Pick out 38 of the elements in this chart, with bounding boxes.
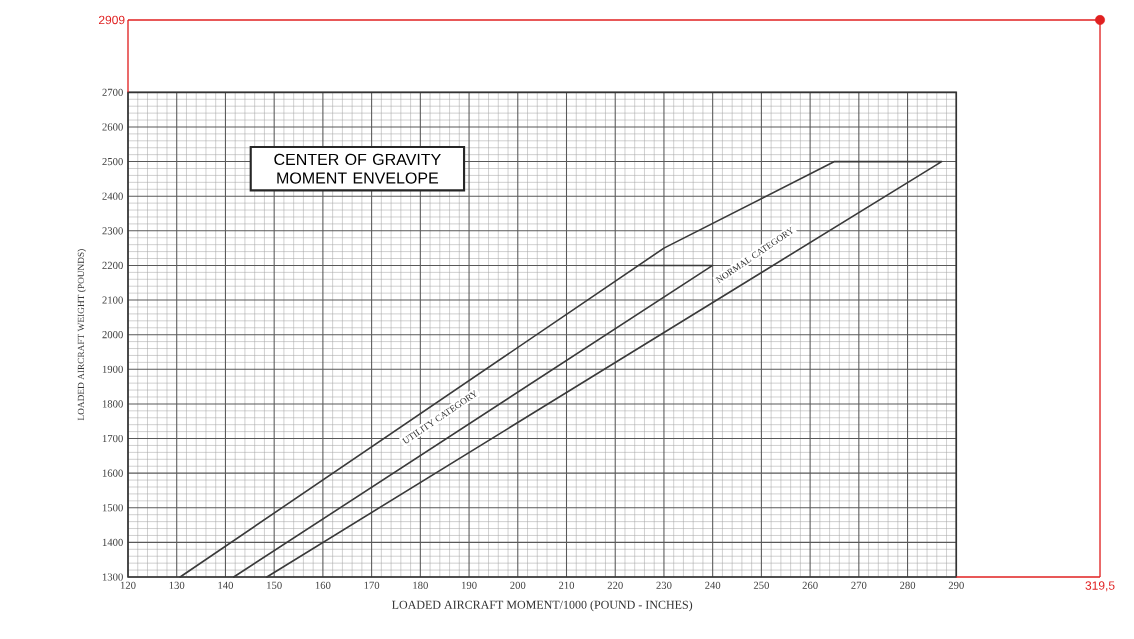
x-tick-label: 120 [120, 581, 136, 589]
y-tick-label: 1800 [102, 400, 123, 408]
x-tick-label: 190 [462, 581, 477, 589]
y-tick-label: 2100 [102, 296, 123, 304]
x-tick-label: 240 [705, 581, 721, 589]
y-tick-label: 2400 [102, 192, 123, 200]
x-tick-label: 210 [558, 581, 575, 589]
ref-line-label: 2909 [98, 15, 125, 25]
x-tick-label: 180 [413, 581, 428, 589]
x-tick-label: 140 [218, 581, 234, 589]
y-axis-title: LOADED AIRCRAFT WEIGHT (POUNDS) [77, 249, 86, 421]
text: CENTER OF GRAVITY MOMENT ENVELOPE [274, 153, 441, 184]
x-tick-label: 290 [948, 581, 964, 589]
ref-line-label: 319,5 [1085, 581, 1115, 592]
x-tick-label: 150 [267, 581, 282, 589]
y-tick-label: 1900 [102, 365, 123, 373]
y-tick-label: 1700 [102, 434, 123, 443]
y-tick-label: 1500 [102, 504, 123, 512]
x-tick-label: 250 [753, 581, 769, 589]
y-tick-label: 2600 [102, 123, 123, 131]
x-tick-label: 260 [802, 581, 818, 589]
x-tick-label: 170 [364, 581, 380, 589]
x-tick-label: 280 [900, 581, 916, 589]
y-tick-label: 1600 [102, 469, 123, 477]
y-tick-label: 1400 [102, 538, 123, 546]
x-tick-label: 160 [315, 581, 331, 589]
y-tick-label: 2300 [102, 227, 123, 235]
x-tick-label: 270 [851, 581, 867, 589]
x-tick-label: 130 [169, 581, 185, 589]
y-tick-label: 1300 [102, 573, 123, 581]
y-tick-label: 2700 [102, 88, 123, 96]
x-tick-label: 220 [607, 581, 623, 589]
y-tick-label: 2500 [102, 157, 123, 166]
y-tick-label: 2200 [102, 261, 123, 270]
x-axis-title: LOADED AIRCRAFT MOMENT/1000 (POUND - INCHES) [392, 600, 693, 612]
y-tick-label: 2000 [102, 331, 123, 339]
x-tick-label: 230 [656, 581, 672, 589]
x-tick-label: 200 [510, 581, 526, 589]
